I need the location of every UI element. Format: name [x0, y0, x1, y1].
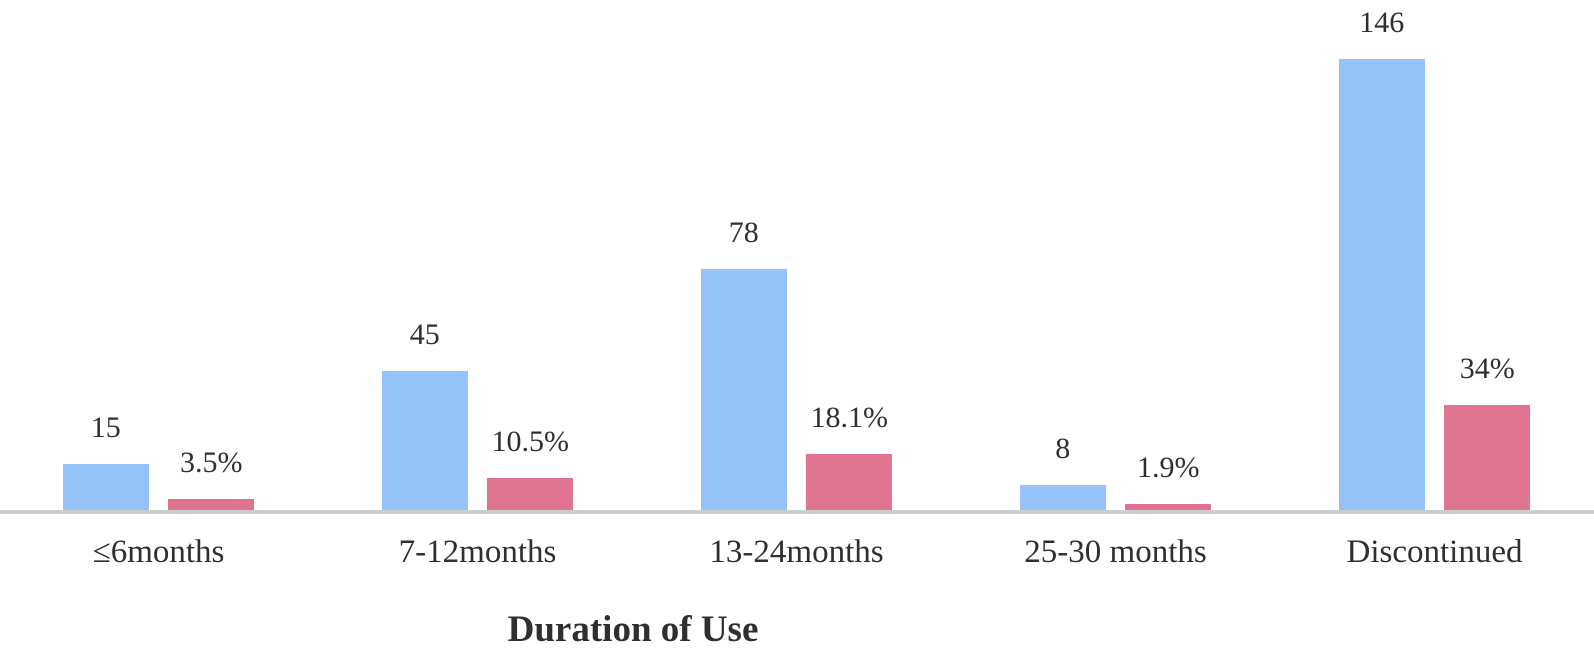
bar-percentage	[487, 478, 574, 510]
bar-percentage	[806, 454, 893, 510]
value-label-percentage: 34%	[1459, 352, 1515, 385]
value-label-count: 146	[1359, 6, 1405, 39]
value-label-count: 45	[409, 318, 440, 351]
bar-count	[1338, 59, 1425, 510]
x-axis-line	[0, 510, 1594, 514]
x-tick-label: 13-24months	[709, 534, 884, 570]
x-tick-label: Discontinued	[1346, 534, 1523, 570]
bar-percentage	[1444, 405, 1531, 510]
bar-percentage	[168, 499, 255, 510]
value-label-percentage: 1.9%	[1137, 451, 1200, 484]
bar-count	[1019, 485, 1106, 510]
value-label-percentage: 3.5%	[180, 446, 243, 479]
value-label-percentage: 10.5%	[491, 425, 570, 458]
x-axis-title: Duration of Use	[507, 609, 759, 650]
x-tick-label: 25-30 months	[1024, 534, 1207, 570]
value-label-percentage: 18.1%	[810, 401, 889, 434]
value-label-count: 15	[90, 411, 121, 444]
bar-count	[62, 464, 149, 510]
value-label-count: 78	[728, 216, 759, 249]
bar-percentage	[1125, 504, 1212, 510]
x-tick-label: 7-12months	[398, 534, 557, 570]
bar-count	[381, 371, 468, 510]
bar-count	[700, 269, 787, 510]
x-tick-label: ≤6months	[92, 534, 225, 570]
value-label-count: 8	[1055, 432, 1071, 465]
